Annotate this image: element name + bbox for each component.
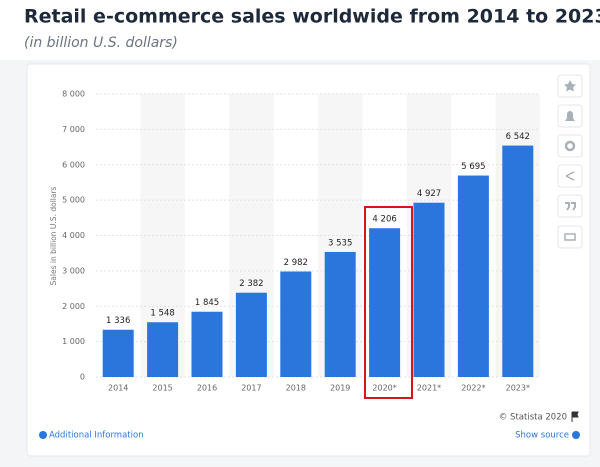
value-label: 3 535 bbox=[328, 238, 352, 248]
y-tick-label: 3 000 bbox=[62, 266, 85, 275]
gear-icon bbox=[564, 140, 576, 152]
bar bbox=[235, 292, 267, 377]
bar bbox=[102, 329, 134, 377]
toolbar bbox=[557, 74, 583, 249]
show-source-link[interactable]: Show source bbox=[515, 431, 569, 441]
header-bg bbox=[0, 0, 600, 60]
value-label: 4 927 bbox=[417, 189, 441, 199]
star-icon bbox=[564, 80, 576, 92]
highlight-box bbox=[364, 206, 413, 399]
share-icon bbox=[565, 171, 575, 181]
bar bbox=[280, 271, 312, 377]
y-tick-label: 7 000 bbox=[62, 125, 85, 134]
bar bbox=[369, 228, 401, 377]
credit: © Statista 2020 bbox=[499, 413, 567, 423]
bar bbox=[502, 145, 534, 377]
y-tick-label: 2 000 bbox=[62, 302, 85, 311]
value-label: 2 382 bbox=[239, 279, 263, 289]
x-tick-label: 2023* bbox=[506, 384, 530, 393]
plot-area: 0 1 000 2 000 3 000 4 000 5 000 6 000 7 000 8 00… bbox=[62, 90, 540, 393]
y-axis-title: Sales in billion U.S. dollars bbox=[49, 186, 58, 285]
value-label: 2 982 bbox=[284, 258, 308, 268]
bar bbox=[457, 175, 489, 377]
quote-icon bbox=[565, 202, 576, 211]
additional-info-link[interactable]: Additional Information bbox=[49, 431, 144, 441]
bar bbox=[147, 322, 179, 377]
y-tick-label: 4 000 bbox=[62, 231, 85, 240]
value-label: 6 542 bbox=[506, 132, 530, 142]
chart-title: Retail e-commerce sales worldwide from 2… bbox=[24, 6, 600, 28]
x-tick-label: 2019 bbox=[330, 384, 350, 393]
flag-icon bbox=[571, 411, 579, 422]
bar bbox=[413, 202, 445, 377]
y-tick-label: 1 000 bbox=[62, 337, 85, 346]
value-label: 4 206 bbox=[372, 215, 396, 225]
print-button[interactable] bbox=[557, 225, 583, 249]
x-tick-label: 2015 bbox=[152, 384, 172, 393]
bar bbox=[191, 311, 223, 377]
bar bbox=[324, 251, 356, 377]
print-icon bbox=[564, 233, 576, 241]
y-tick-label: 0 bbox=[80, 373, 85, 382]
x-tick-label: 2022* bbox=[461, 384, 485, 393]
value-label: 1 548 bbox=[150, 309, 174, 319]
value-label: 1 845 bbox=[195, 298, 219, 308]
x-tick-label: 2020* bbox=[372, 384, 396, 393]
x-tick-label: 2014 bbox=[108, 384, 128, 393]
x-tick-label: 2016 bbox=[197, 384, 217, 393]
x-tick-label: 2021* bbox=[417, 384, 441, 393]
value-label: 1 336 bbox=[106, 316, 130, 326]
x-tick-label: 2018 bbox=[286, 384, 306, 393]
y-tick-label: 6 000 bbox=[62, 160, 85, 169]
x-tick-label: 2017 bbox=[241, 384, 261, 393]
y-tick-label: 5 000 bbox=[62, 196, 85, 205]
chart-subtitle: (in billion U.S. dollars) bbox=[24, 35, 178, 51]
share-button[interactable] bbox=[557, 164, 583, 188]
bell-icon bbox=[565, 111, 575, 121]
source-icon bbox=[572, 431, 580, 439]
settings-button[interactable] bbox=[557, 134, 583, 158]
y-tick-label: 8 000 bbox=[62, 90, 85, 99]
value-label: 5 695 bbox=[461, 162, 485, 172]
info-icon bbox=[39, 431, 47, 439]
